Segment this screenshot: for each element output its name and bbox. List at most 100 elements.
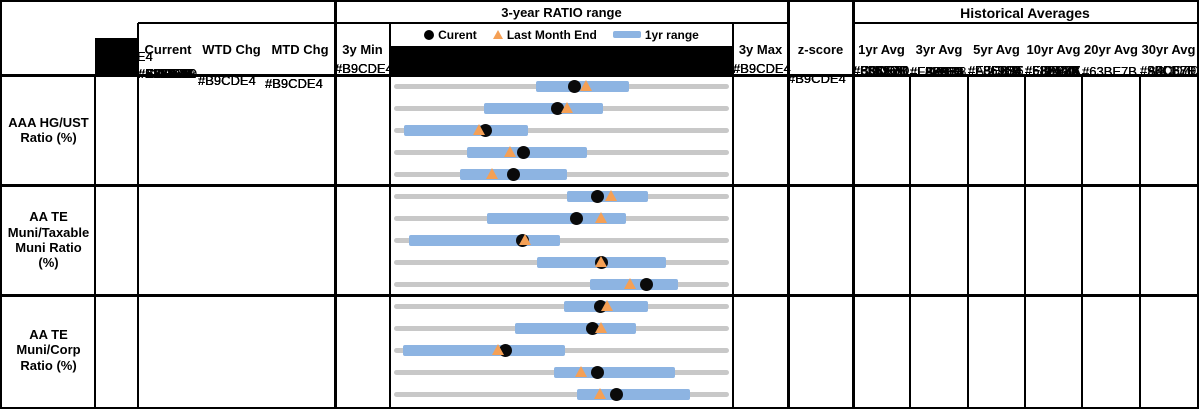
1yr-range-bar [576, 388, 691, 400]
column-header-1yr-avg: 1yr Avg [858, 41, 905, 57]
61.7%: #FFE983 [968, 62, 1022, 78]
58.1%: #F8696B [853, 62, 906, 78]
49.9%: #B9CDE4 [335, 60, 393, 76]
75.6%: #FBEB96 [968, 62, 1024, 78]
range-chart [390, 361, 733, 383]
60.9%: #FBA276 [1025, 62, 1080, 78]
63.9%: #FFE983 [968, 62, 1022, 78]
column-header-3y-max: 3y Max [738, 41, 783, 57]
67.3%: #F8696B [968, 62, 1021, 78]
current-dot-marker [516, 145, 530, 159]
last-month-end-triangle-marker [472, 124, 485, 135]
80.7%: #63BE7B [853, 62, 908, 78]
current-dot-marker [591, 189, 605, 203]
legend-current-label: Curent [438, 27, 477, 42]
tenor-header-black-block [95, 38, 138, 75]
range-chart [390, 75, 733, 97]
range-chart [390, 295, 733, 317]
92.0%: #FFE884 [968, 62, 1022, 78]
73.8%: #F88570 [1025, 62, 1077, 78]
range-chart [390, 317, 733, 339]
85.0%: #B9CDE4 [733, 60, 791, 76]
67.8%: #63BE7B [1025, 62, 1080, 78]
77.8%: #FFE983 [910, 63, 964, 79]
range-section-title: 3-year RATIO range [501, 5, 622, 20]
range-chart [390, 273, 733, 295]
last-month-end-triangle-marker [600, 300, 613, 311]
1yr-range-bar [486, 212, 627, 224]
64.0%: #F8696B [853, 62, 906, 78]
86.4%: #FFE884 [968, 62, 1022, 78]
+1.6%: #B9CDE4 [265, 75, 323, 91]
73.2%: #FBA476 [1025, 62, 1080, 78]
range-track [394, 303, 729, 309]
range-chart [390, 119, 733, 141]
current-dot-marker [507, 167, 521, 181]
85.2%: #F8696B [853, 62, 906, 78]
81.8%: #FFE884 [968, 62, 1022, 78]
last-month-end-triangle-marker [575, 366, 588, 377]
1yr-range-bar [403, 124, 528, 136]
legend-range-bar-icon [612, 31, 641, 38]
64.1%: #B9CDE4 [335, 60, 393, 76]
column-header-5yr-avg: 5yr Avg [973, 41, 1020, 57]
64.0%: #F8696B [853, 62, 906, 78]
64.4%: #F8696B [853, 62, 906, 78]
-1.2%: #B9CDE4 [265, 75, 323, 91]
78.8%: #CDDE82 [138, 65, 197, 81]
group-label: AA TE Muni/Corp Ratio (%) [2, 295, 95, 405]
range-chart [390, 207, 733, 229]
column-header-20yr-avg: 20yr Avg [1084, 41, 1138, 57]
legend-current-dot-icon [424, 29, 435, 40]
81.5%: #B9CDE4 [733, 60, 791, 76]
1yr-range-bar [514, 322, 636, 334]
last-month-end-triangle-marker [623, 278, 636, 289]
55.5%: #F8696B [968, 62, 1021, 78]
range-chart [390, 97, 733, 119]
column-header-wtd-chg: WTD Chg [202, 41, 261, 57]
98.6%: #63BE7B [1082, 63, 1137, 79]
range-chart [390, 229, 733, 251]
legend-1yr-range: 1yr range [612, 27, 699, 42]
-0.3%: #B9CDE4 [265, 75, 323, 91]
legend-last-month-end: Last Month End [492, 27, 597, 42]
range-track [394, 127, 729, 133]
range-track [394, 281, 729, 287]
last-month-end-triangle-marker [594, 256, 607, 267]
last-month-end-triangle-marker [486, 168, 499, 179]
80.0%: #A9D37F [1140, 62, 1195, 78]
1yr-range-bar [484, 102, 604, 114]
48.9%: #B9CDE4 [335, 60, 393, 76]
60.0%: #FFE983 [1025, 62, 1079, 78]
72.0%: #68BF7B [1025, 62, 1080, 78]
52.9%: #F8696B [968, 62, 1021, 78]
93.4%: #9CCD7D [1140, 62, 1199, 78]
range-chart [390, 141, 733, 163]
legend-lme-label: Last Month End [506, 27, 597, 42]
-1.4%: #B9CDE4 [265, 75, 323, 91]
83.7%: #B4D680 [1140, 62, 1195, 78]
68.5%: #FFE884 [1025, 62, 1079, 78]
92.1%: #B9CDE4 [733, 60, 791, 76]
84.8%: #A3D07E [968, 62, 1024, 78]
range-chart [390, 251, 733, 273]
range-chart [390, 163, 733, 185]
current-dot-marker [609, 387, 623, 401]
60.8%: #FFE983 [1025, 62, 1079, 78]
legend-range-label: 1yr range [644, 27, 699, 42]
range-track [394, 391, 729, 397]
column-header-30yr-avg: 30yr Avg [1141, 41, 1196, 57]
70.7%: #F8696B [968, 62, 1021, 78]
85.6%: #FFE983 [1025, 62, 1079, 78]
legend-black-block [390, 46, 733, 75]
60.3%: #F8696B [853, 62, 906, 78]
current-dot-marker [570, 211, 584, 225]
range-chart [390, 383, 733, 405]
62.1%: #BCD980 [853, 62, 910, 78]
62.3%: #63BE7B [853, 62, 908, 78]
current-dot-marker [567, 79, 581, 93]
+1.8%: #B9CDE4 [198, 72, 256, 88]
95.5%: #FFE983 [1025, 62, 1079, 78]
range-track [394, 237, 729, 243]
range-chart-legend: Curent Last Month End 1yr range [390, 23, 733, 46]
